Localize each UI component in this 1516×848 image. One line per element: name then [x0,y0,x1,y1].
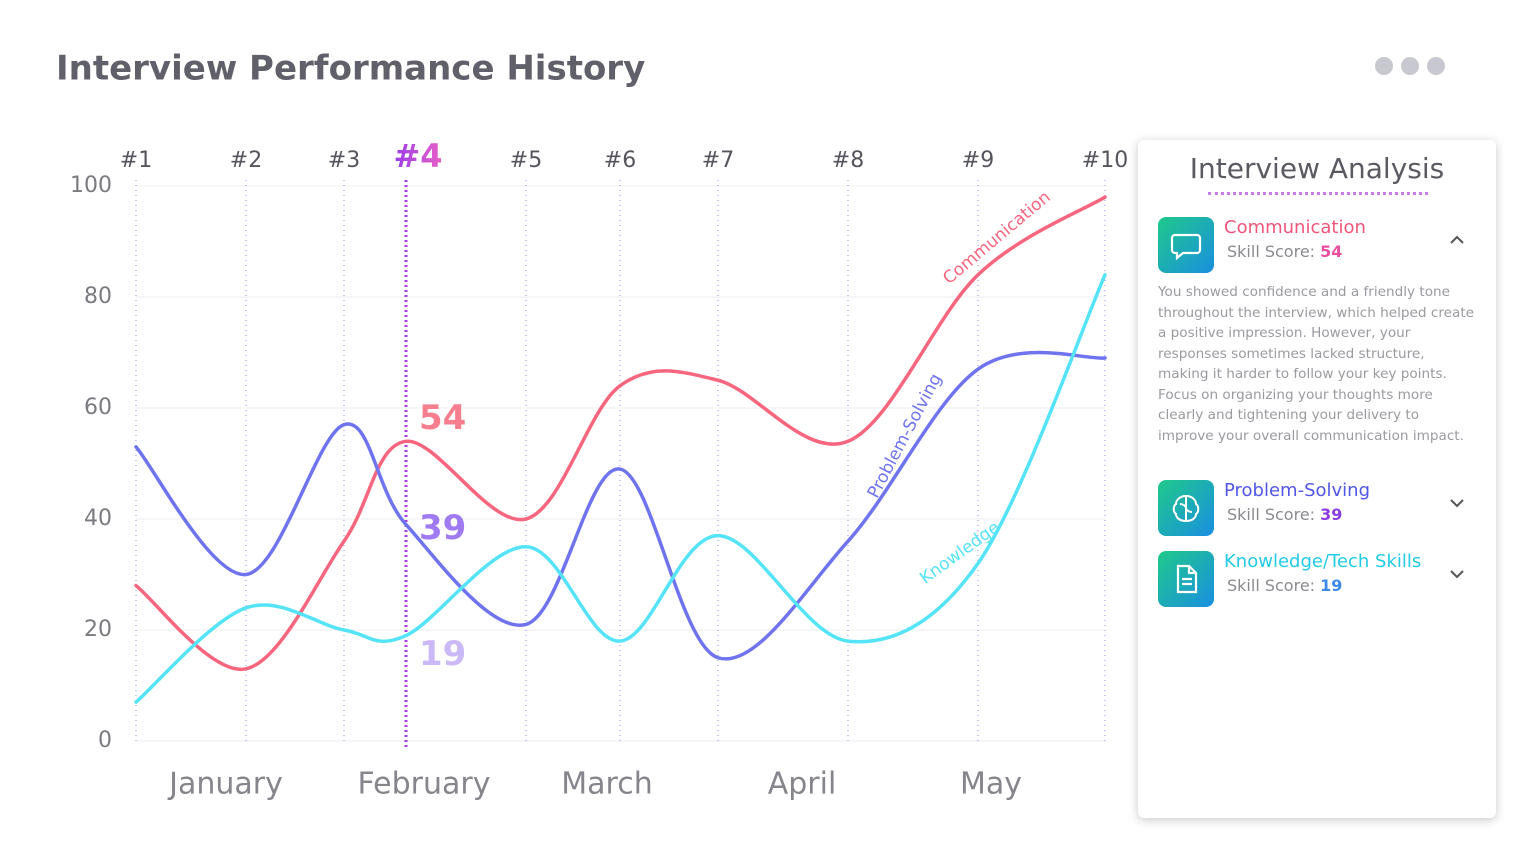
score-label: Skill Score: [1227,242,1316,261]
series-name: Problem-Solving [864,370,946,501]
interview-label: #4 [393,137,442,175]
month-label: April [768,767,837,802]
score-value: 54 [1320,242,1343,261]
month-label: March [561,767,652,802]
interview-label: #9 [962,148,994,173]
skill-name: Knowledge/Tech Skills [1224,551,1422,572]
interview-label: #8 [832,148,864,173]
interview-label: #7 [702,148,734,173]
y-tick-label: 20 [84,617,112,642]
icon [1158,480,1214,536]
series-line [134,195,1107,671]
series-line [134,350,1107,661]
interview-label: #10 [1082,148,1128,173]
skill-score: Skill Score: 19 [1227,576,1342,595]
score-label: Skill Score: [1227,505,1316,524]
skill-name: Communication [1224,217,1366,238]
skill-description: You showed confidence and a friendly ton… [1158,284,1475,444]
collapse[interactable] [1448,231,1466,249]
month-label: May [960,767,1022,802]
expand[interactable] [1448,565,1466,583]
interview-label: #3 [328,148,360,173]
value-label: 39 [419,508,466,548]
y-tick-label: 40 [84,506,112,531]
series-name: Communication [939,187,1055,288]
interview-label: #1 [120,148,152,173]
y-tick-label: 80 [84,284,112,309]
interview-label: #2 [230,148,262,173]
page-title: Interview Performance History [56,49,645,89]
y-tick-label: 60 [84,395,112,420]
expand[interactable] [1448,494,1466,512]
analysis-panel: Interview Analysis Communication Skill S… [1138,140,1496,818]
title-underline [1208,192,1428,195]
month-label: January [167,767,283,802]
score-value: 19 [1320,576,1343,595]
more-menu[interactable] [1375,57,1453,79]
y-tick-label: 0 [98,728,112,753]
series-name: Knowledge [916,517,1003,588]
month-label: February [358,767,491,802]
series-line [134,273,1107,704]
icon [1158,551,1214,607]
skill-name: Problem-Solving [1224,480,1371,501]
skill-score: Skill Score: 39 [1227,505,1342,524]
value-label: 54 [419,398,466,438]
interview-label: #6 [604,148,636,173]
score-label: Skill Score: [1227,576,1316,595]
chart: Interview Performance History 0 20 40 60 80 1… [56,49,1128,802]
panel-title: Interview Analysis [1189,152,1445,185]
value-label: 19 [419,634,466,674]
skill-score: Skill Score: 54 [1227,242,1342,261]
score-value: 39 [1320,505,1343,524]
interview-label: #5 [510,148,542,173]
y-tick-label: 100 [70,173,112,198]
icon [1158,217,1214,273]
